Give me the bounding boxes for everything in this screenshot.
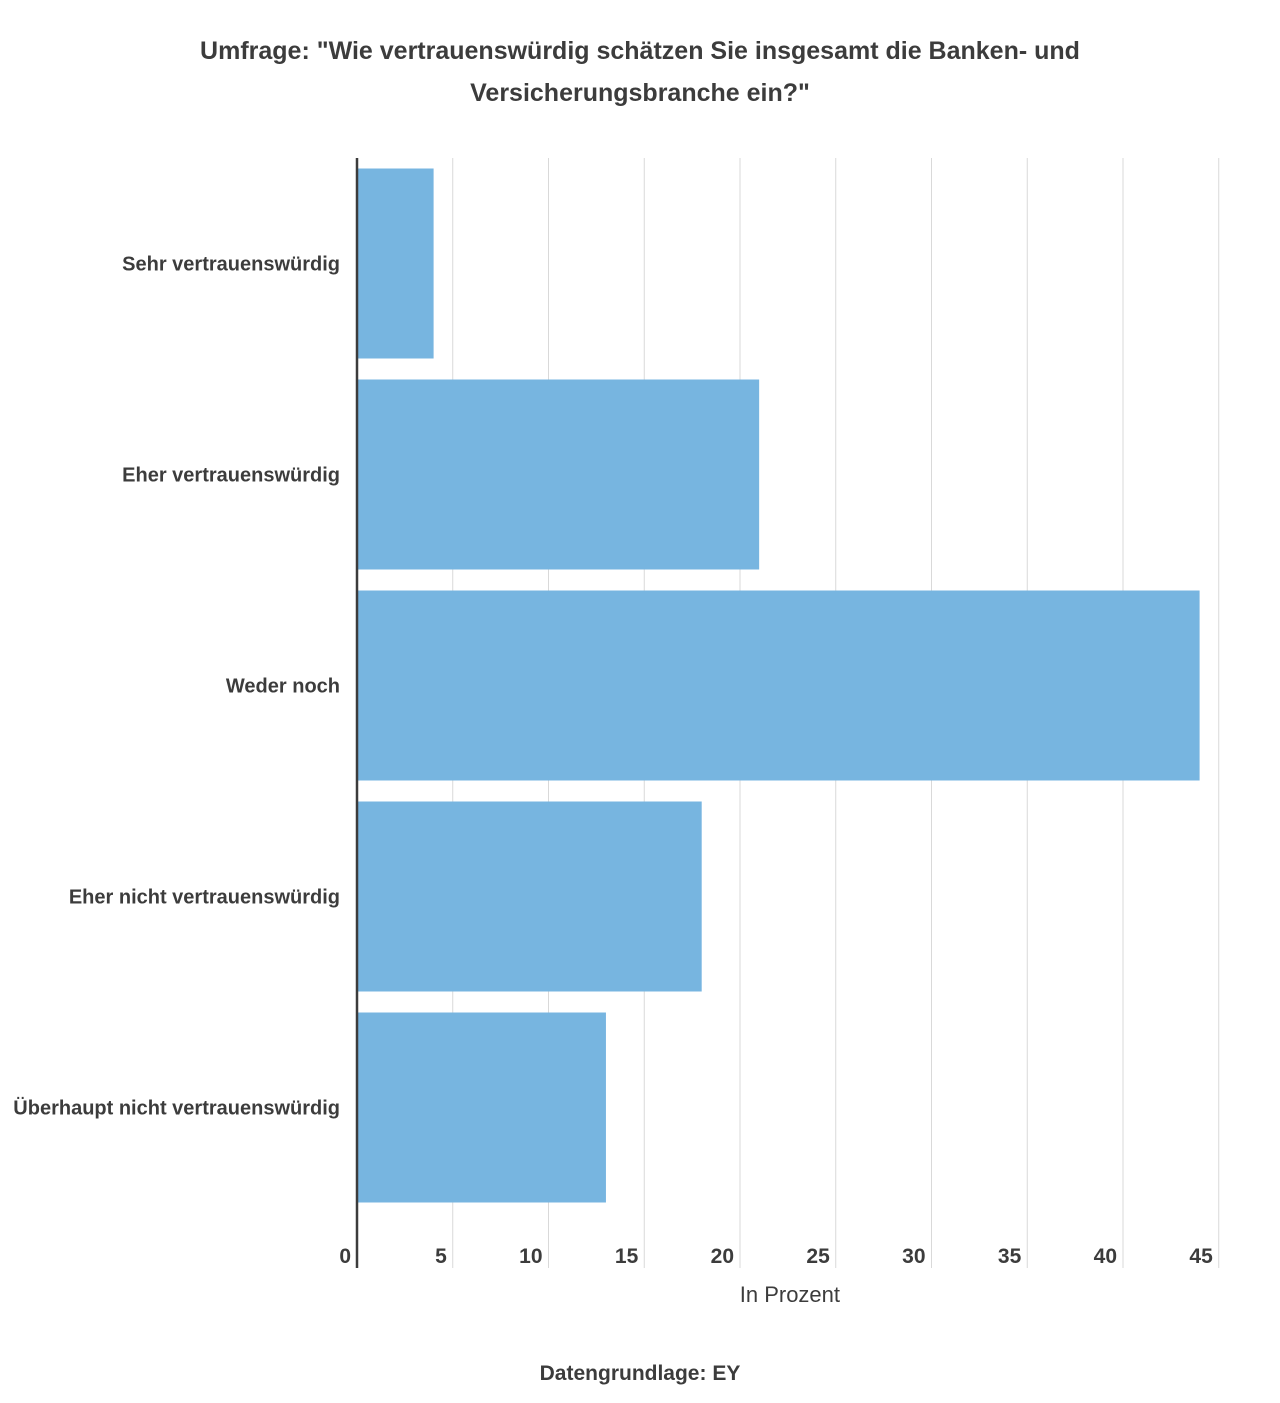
category-label-2: Weder noch xyxy=(226,676,340,698)
x-axis-title: In Prozent xyxy=(740,1282,840,1307)
x-tick-label-25: 25 xyxy=(806,1245,830,1268)
bars xyxy=(358,168,1200,1203)
category-label-0: Sehr vertrauenswürdig xyxy=(122,254,340,276)
x-tick-label-10: 10 xyxy=(519,1245,542,1268)
bar-4 xyxy=(358,1012,606,1203)
x-tick-label-20: 20 xyxy=(711,1245,734,1268)
bar-3 xyxy=(358,801,702,992)
bar-2 xyxy=(358,590,1200,781)
bar-1 xyxy=(358,379,760,570)
chart-title-line-1: Umfrage: "Wie vertrauenswürdig schätzen … xyxy=(200,37,1080,65)
category-label-1: Eher vertrauenswürdig xyxy=(122,465,340,487)
x-tick-label-35: 35 xyxy=(998,1245,1022,1268)
source-note: Datengrundlage: EY xyxy=(539,1362,741,1385)
x-tick-label-40: 40 xyxy=(1094,1245,1117,1268)
x-tick-label-15: 15 xyxy=(615,1245,639,1268)
x-tick-label-45: 45 xyxy=(1189,1245,1213,1268)
labels: 0 5 10 15 20 25 30 35 40 45 Sehr vertrauenswürdig E… xyxy=(13,254,1213,1308)
category-label-3: Eher nicht vertrauenswürdig xyxy=(69,887,340,909)
x-tick-label-5: 5 xyxy=(435,1245,447,1268)
category-label-4: Überhaupt nicht vertrauenswürdig xyxy=(13,1097,340,1120)
x-tick-label-0: 0 xyxy=(339,1245,351,1268)
chart-title: Umfrage: "Wie vertrauenswürdig schätzen … xyxy=(140,30,1140,114)
bar-0 xyxy=(358,168,434,359)
x-tick-label-30: 30 xyxy=(902,1245,925,1268)
chart-title-line-2: Versicherungsbranche ein?" xyxy=(470,79,810,107)
